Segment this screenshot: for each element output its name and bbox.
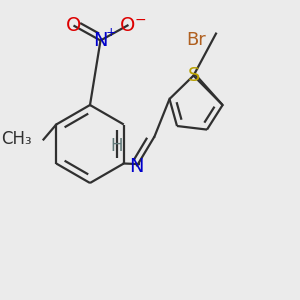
Text: S: S — [187, 66, 200, 85]
Text: O: O — [66, 16, 81, 35]
Text: N: N — [93, 31, 108, 50]
Text: N: N — [129, 157, 144, 176]
Text: Br: Br — [187, 31, 206, 49]
Text: −: − — [135, 13, 146, 26]
Text: H: H — [110, 137, 123, 155]
Text: +: + — [106, 26, 116, 39]
Text: O: O — [120, 16, 135, 35]
Text: CH₃: CH₃ — [1, 130, 31, 148]
